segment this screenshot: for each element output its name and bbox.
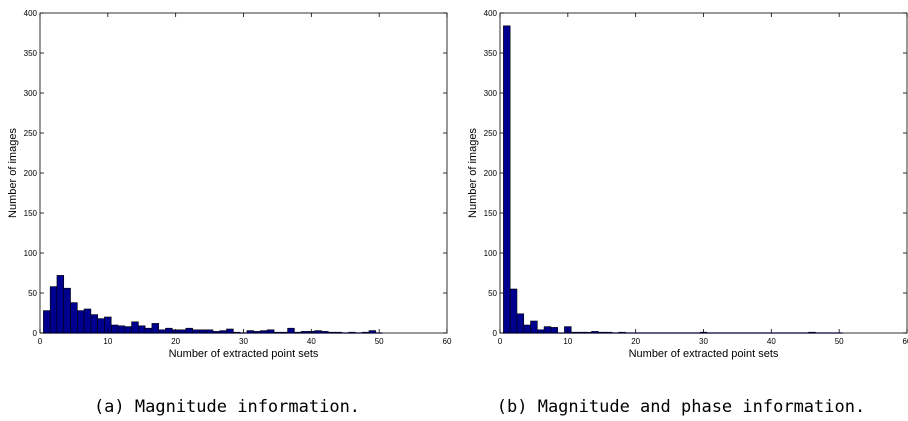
x-tick-label: 60 <box>443 337 452 346</box>
x-tick-label: 30 <box>239 337 248 346</box>
bar-2 <box>509 288 518 334</box>
caption-b: (b) Magnitude and phase information. <box>496 397 866 417</box>
bar-13 <box>124 326 132 334</box>
bar-1 <box>43 310 51 334</box>
y-tick-label: 350 <box>24 49 38 58</box>
x-tick-label: 60 <box>903 337 908 346</box>
x-tick-label: 50 <box>835 337 844 346</box>
chart-panel-b: 0 50 100 150 200 250 300 350 400 0 10 20 30 40 50 60 Num… <box>454 0 908 421</box>
y-tick-label: 200 <box>24 169 38 178</box>
x-tick-label: 20 <box>631 337 640 346</box>
y-tick-label: 150 <box>24 209 38 218</box>
caption-a: (a) Magnitude information. <box>93 397 361 417</box>
y-axis-label: Number of images <box>467 128 479 218</box>
bar-4 <box>63 287 71 334</box>
y-tick-label: 250 <box>484 129 498 138</box>
bar-19 <box>165 327 173 334</box>
y-tick-label: 50 <box>488 289 497 298</box>
x-tick-label: 40 <box>307 337 316 346</box>
bar-17 <box>151 323 160 334</box>
bar-2 <box>49 286 58 334</box>
bar-5 <box>530 320 538 334</box>
x-axis-label: Number of extracted point sets <box>169 348 319 360</box>
bar-6 <box>77 310 85 334</box>
bar-8 <box>90 314 98 334</box>
bar-3 <box>516 313 525 334</box>
plot-area <box>500 13 907 333</box>
bar-16 <box>144 327 153 334</box>
x-tick-label: 40 <box>767 337 776 346</box>
y-axis-label: Number of images <box>7 128 19 218</box>
y-tick-label: 150 <box>484 209 498 218</box>
y-tick-label: 400 <box>24 9 38 18</box>
x-tick-label: 10 <box>103 337 112 346</box>
bar-11 <box>110 324 119 334</box>
x-tick-label: 0 <box>498 337 503 346</box>
x-tick-label: 0 <box>38 337 43 346</box>
x-tick-label: 50 <box>375 337 384 346</box>
bar-37 <box>287 327 295 334</box>
y-tick-label: 200 <box>484 169 498 178</box>
x-axis-label: Number of extracted point sets <box>629 348 779 360</box>
y-tick-label: 300 <box>484 89 498 98</box>
bar-1 <box>503 25 511 334</box>
y-tick-label: 0 <box>493 329 498 338</box>
y-tick-label: 50 <box>28 289 37 298</box>
y-tick-label: 0 <box>33 329 38 338</box>
y-tick-label: 350 <box>484 49 498 58</box>
bar-22 <box>185 327 193 334</box>
bar-8 <box>550 327 558 334</box>
bar-5 <box>70 302 78 334</box>
histogram-magnitude: 0 50 100 150 200 250 300 350 400 0 10 20 30 40 50 60 Num… <box>7 9 452 360</box>
bar-14 <box>131 321 139 334</box>
chart-panel-a: 0 50 100 150 200 250 300 350 400 0 10 20 30 40 50 60 Num… <box>7 9 452 417</box>
y-tick-label: 100 <box>484 249 498 258</box>
x-tick-label: 10 <box>563 337 572 346</box>
histogram-magnitude-phase: 0 50 100 150 200 250 300 350 400 0 10 20 30 40 50 60 Num… <box>467 9 908 360</box>
bar-4 <box>523 324 531 334</box>
y-tick-label: 300 <box>24 89 38 98</box>
bar-9 <box>97 318 105 334</box>
y-tick-label: 400 <box>484 9 498 18</box>
x-tick-label: 30 <box>699 337 708 346</box>
bar-7 <box>83 308 92 334</box>
bar-7 <box>543 326 552 334</box>
plot-area <box>40 13 447 333</box>
y-tick-label: 250 <box>24 129 38 138</box>
x-tick-label: 20 <box>171 337 180 346</box>
bar-15 <box>138 325 146 334</box>
bar-12 <box>117 325 126 334</box>
bar-3 <box>56 275 65 334</box>
y-tick-label: 100 <box>24 249 38 258</box>
